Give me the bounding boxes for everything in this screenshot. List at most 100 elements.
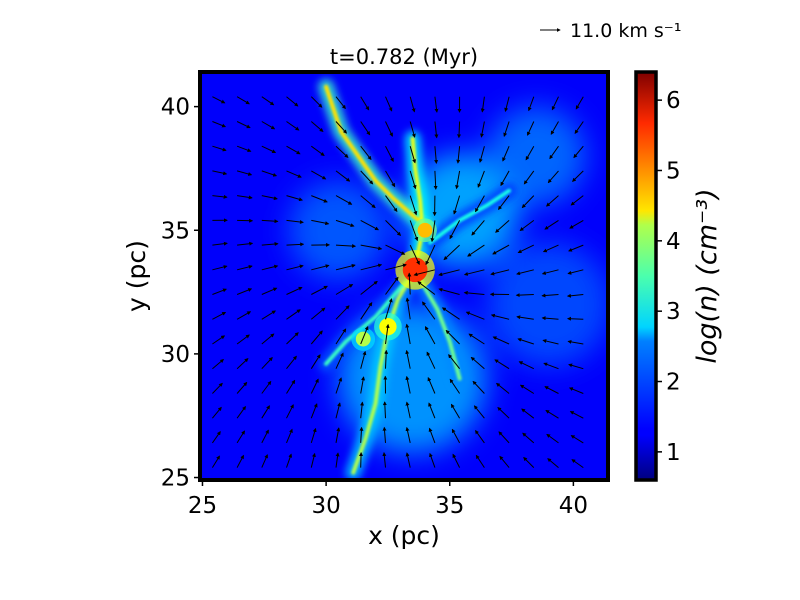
velocity-vector bbox=[453, 195, 461, 215]
velocity-vector bbox=[541, 316, 559, 321]
velocity-vector bbox=[335, 244, 357, 249]
velocity-vector bbox=[360, 376, 366, 394]
velocity-vector bbox=[212, 170, 228, 176]
velocity-vector bbox=[525, 145, 535, 161]
velocity-vector bbox=[541, 269, 559, 275]
velocity-vector bbox=[455, 170, 461, 190]
velocity-vector bbox=[286, 379, 296, 394]
y-axis-ticks: 25 30 35 40 bbox=[161, 95, 200, 492]
velocity-vector bbox=[261, 333, 275, 345]
velocity-vector bbox=[360, 121, 371, 136]
velocity-vector bbox=[430, 220, 436, 243]
velocity-vector bbox=[212, 194, 228, 199]
velocity-vector bbox=[286, 242, 305, 247]
velocity-vector bbox=[441, 307, 460, 320]
velocity-vector bbox=[456, 146, 461, 164]
velocity-vector bbox=[500, 170, 510, 187]
plot-area bbox=[198, 70, 610, 482]
velocity-vector bbox=[335, 263, 356, 271]
velocity-vector bbox=[261, 219, 279, 224]
y-tick-label: 25 bbox=[161, 466, 190, 492]
velocity-vector bbox=[360, 302, 373, 320]
filament bbox=[428, 188, 512, 245]
velocity-vector bbox=[504, 96, 510, 112]
velocity-vector bbox=[463, 269, 485, 276]
velocity-vector bbox=[492, 336, 510, 345]
velocity-vector bbox=[382, 401, 387, 419]
velocity-vector bbox=[236, 96, 250, 105]
velocity-vector bbox=[212, 311, 227, 320]
velocity-vector bbox=[311, 264, 330, 271]
velocity-vector bbox=[567, 339, 584, 345]
velocity-vector bbox=[443, 244, 460, 261]
velocity-vector bbox=[541, 293, 559, 298]
velocity-vector bbox=[236, 311, 252, 320]
velocity-vector bbox=[471, 220, 485, 236]
velocity-vector bbox=[261, 405, 270, 419]
colorbar-gradient bbox=[634, 70, 658, 482]
velocity-vector bbox=[335, 328, 347, 345]
velocity-vector bbox=[407, 272, 412, 295]
velocity-vector bbox=[236, 145, 252, 153]
velocity-vector bbox=[569, 219, 584, 229]
velocity-vector bbox=[261, 357, 273, 370]
velocity-vector bbox=[212, 145, 227, 152]
velocity-vector bbox=[434, 121, 439, 139]
velocity-vector bbox=[550, 121, 559, 135]
velocity-vector bbox=[286, 332, 299, 345]
velocity-vector bbox=[470, 356, 485, 370]
velocity-vector bbox=[450, 403, 461, 419]
velocity-vector bbox=[523, 170, 535, 185]
velocity-vector bbox=[503, 121, 510, 137]
velocity-vector bbox=[286, 145, 301, 155]
velocity-vector bbox=[452, 453, 461, 468]
velocity-vector bbox=[544, 386, 559, 394]
velocity-vector bbox=[546, 433, 559, 444]
velocity-vector bbox=[490, 313, 510, 320]
velocity-vector bbox=[261, 264, 279, 271]
velocity-vector bbox=[311, 195, 328, 203]
velocity-vector bbox=[212, 335, 226, 345]
velocity-vector bbox=[286, 404, 294, 419]
velocity-vector bbox=[385, 96, 393, 112]
velocity-vector bbox=[409, 121, 416, 138]
velocity-vector bbox=[465, 311, 485, 320]
velocity-vector bbox=[385, 323, 390, 345]
velocity-vector bbox=[527, 96, 535, 112]
velocity-vector bbox=[286, 170, 302, 178]
velocity-vector bbox=[310, 307, 326, 320]
velocity-vector bbox=[360, 263, 383, 271]
velocity-vector bbox=[360, 350, 367, 369]
velocity-vector bbox=[434, 96, 439, 113]
x-tick-label: 25 bbox=[188, 493, 217, 519]
velocity-vector bbox=[428, 402, 436, 419]
velocity-vector bbox=[385, 170, 396, 188]
velocity-vector bbox=[236, 334, 250, 345]
velocity-vector bbox=[261, 454, 268, 468]
velocity-vector bbox=[335, 452, 340, 468]
velocity-vector bbox=[286, 219, 304, 225]
velocity-vector bbox=[237, 195, 253, 200]
y-tick-label: 35 bbox=[161, 218, 190, 244]
velocity-vector bbox=[543, 362, 559, 370]
velocity-vector bbox=[261, 380, 272, 394]
filament bbox=[418, 277, 462, 381]
velocity-vector bbox=[237, 241, 254, 246]
velocity-vector bbox=[360, 145, 372, 161]
velocity-vector bbox=[385, 145, 394, 163]
velocity-vector bbox=[517, 337, 534, 345]
velocity-vector bbox=[449, 378, 461, 394]
velocity-vector bbox=[311, 170, 327, 180]
velocity-vector bbox=[405, 426, 411, 444]
y-axis-label: y (pc) bbox=[122, 240, 151, 312]
velocity-vector bbox=[286, 121, 300, 131]
velocity-vector bbox=[385, 298, 393, 320]
velocity-vector bbox=[468, 333, 485, 345]
velocity-vector bbox=[502, 146, 510, 162]
velocity-vector bbox=[475, 454, 485, 468]
filament bbox=[324, 84, 427, 228]
velocity-vector bbox=[286, 286, 303, 295]
velocity-vector bbox=[335, 402, 341, 419]
velocity-vector bbox=[236, 358, 249, 370]
velocity-vector bbox=[335, 219, 355, 228]
